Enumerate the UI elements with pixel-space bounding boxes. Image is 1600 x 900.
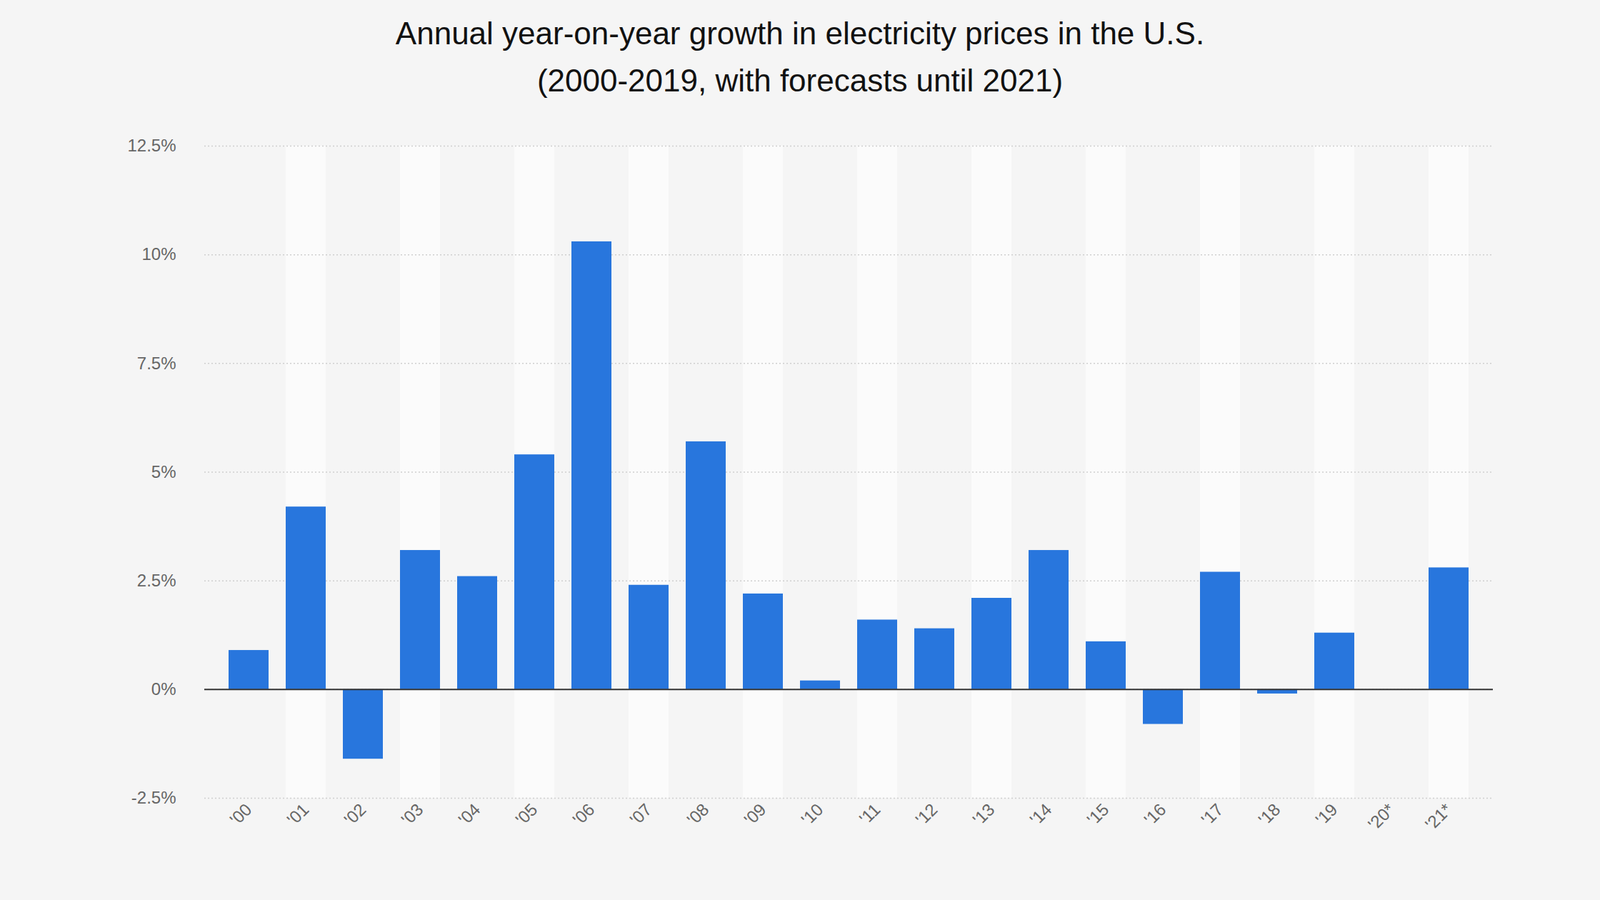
svg-text:'05: '05	[511, 799, 541, 829]
svg-text:'17: '17	[1197, 799, 1227, 829]
svg-text:'06: '06	[568, 799, 598, 829]
svg-text:'12: '12	[911, 799, 941, 829]
svg-text:'15: '15	[1082, 799, 1113, 829]
svg-text:7.5%: 7.5%	[137, 353, 177, 373]
svg-text:'13: '13	[968, 799, 998, 829]
svg-text:'19: '19	[1311, 799, 1341, 829]
html-text:Annual year-on-year growth in: Annual year-on-year growth in electricit…	[395, 15, 1205, 51]
svg-text:'10: '10	[797, 799, 827, 829]
svg-text:'07: '07	[625, 799, 655, 829]
svg-text:-2.5%: -2.5%	[131, 787, 177, 808]
svg-text:'09: '09	[740, 799, 770, 829]
svg-text:'18: '18	[1254, 799, 1284, 829]
svg-text:2.5%: 2.5%	[137, 570, 177, 590]
svg-text:'08: '08	[682, 799, 713, 829]
svg-text:'14: '14	[1025, 799, 1055, 829]
svg-text:'11: '11	[855, 799, 885, 828]
svg-text:0%: 0%	[151, 679, 177, 699]
svg-text:'20*: '20*	[1364, 799, 1399, 834]
svg-text:'00: '00	[225, 799, 255, 829]
svg-text:'01: '01	[282, 799, 313, 829]
svg-text:'16: '16	[1140, 799, 1170, 829]
svg-text:'03: '03	[397, 799, 427, 829]
svg-text:10%: 10%	[141, 244, 176, 264]
svg-text:5%: 5%	[151, 462, 177, 482]
svg-text:12.5%: 12.5%	[127, 135, 176, 155]
html-text:(2000-2019, with forecasts unt: (2000-2019, with forecasts until 2021)	[537, 62, 1063, 98]
svg-text:'02: '02	[340, 799, 370, 829]
svg-text:'21*: '21*	[1421, 799, 1456, 834]
svg-text:'04: '04	[454, 799, 484, 829]
